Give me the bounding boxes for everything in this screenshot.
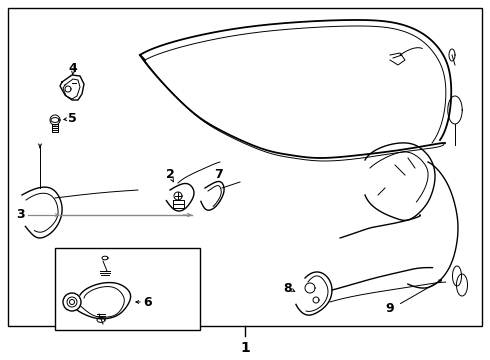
Text: 2: 2: [166, 168, 174, 181]
Bar: [55, 248, 200, 330]
Text: 3: 3: [16, 208, 24, 221]
Text: 8: 8: [284, 282, 293, 294]
Text: 7: 7: [214, 168, 222, 181]
Ellipse shape: [67, 297, 77, 307]
Text: 9: 9: [386, 302, 394, 315]
Text: 5: 5: [68, 112, 76, 125]
Text: 6: 6: [144, 296, 152, 309]
Bar: [8, 8, 482, 326]
Ellipse shape: [63, 293, 81, 311]
Text: 4: 4: [69, 62, 77, 75]
Ellipse shape: [70, 300, 74, 305]
Text: 1: 1: [240, 341, 250, 355]
